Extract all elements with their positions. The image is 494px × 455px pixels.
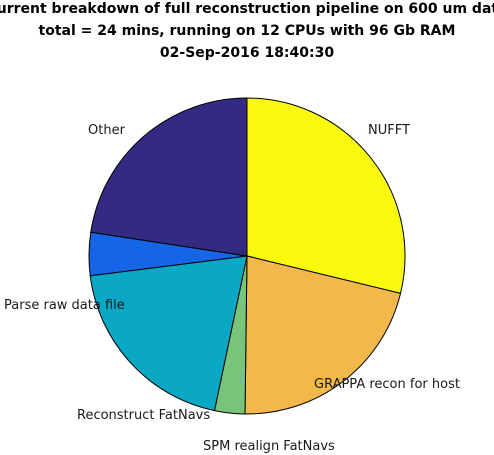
pie-slice-other	[90, 97, 248, 257]
slice-label-other: Other	[88, 123, 126, 138]
slice-label-nufft: NUFFT	[368, 123, 410, 138]
chart-title: Current breakdown of full reconstruction…	[0, 1, 494, 61]
pie-labels: NUFFT GRAPPA recon for host SPM realign Fa…	[4, 123, 460, 454]
pie-slice-grappa-recon-for-host	[244, 255, 402, 415]
pie-slice-nufft	[246, 97, 406, 294]
slice-label-spm-realign-fatnavs: SPM realign FatNavs	[203, 439, 335, 454]
chart-title-line-1: Current breakdown of full reconstruction…	[0, 1, 494, 17]
pie-slice-reconstruct-fatnavs	[89, 255, 248, 412]
slice-label-reconstruct-fatnavs: Reconstruct FatNavs	[77, 408, 210, 423]
chart-title-line-3: 02-Sep-2016 18:40:30	[160, 45, 334, 61]
slice-label-grappa-recon-for-host: GRAPPA recon for host	[314, 377, 460, 392]
pie-slices	[88, 97, 406, 415]
slice-label-parse-raw-data-file: Parse raw data file	[4, 298, 125, 313]
chart-title-line-2: total = 24 mins, running on 12 CPUs with…	[39, 23, 456, 39]
